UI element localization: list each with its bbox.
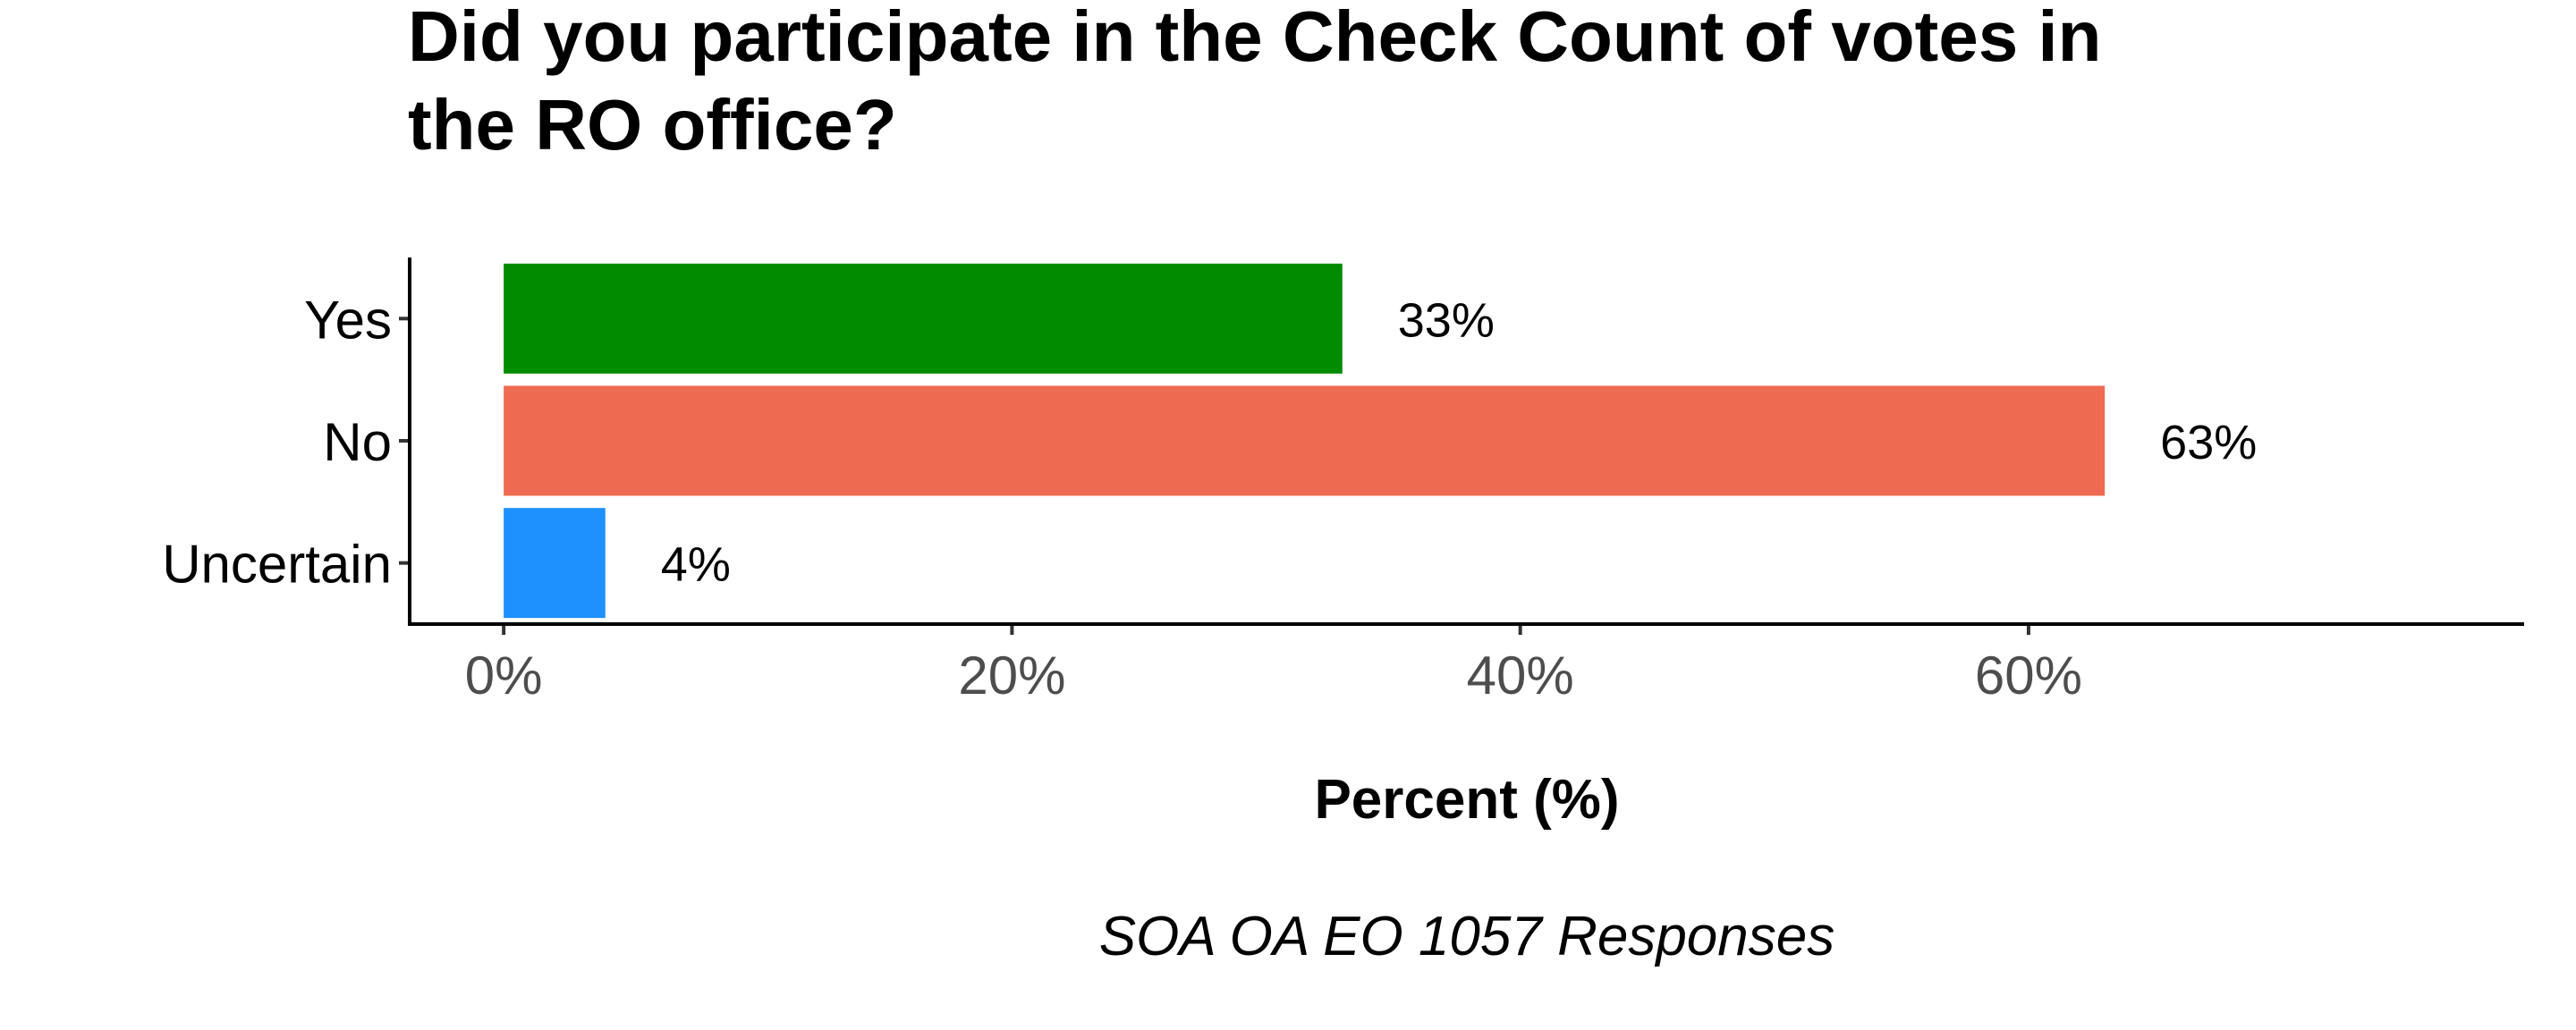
category-label-yes: Yes (304, 290, 392, 350)
value-labels: 33% 63% 4% (661, 293, 2257, 591)
category-label-no: No (323, 412, 392, 472)
bars (504, 263, 2106, 619)
value-label-uncertain: 4% (661, 538, 731, 592)
category-labels: Yes No Uncertain (162, 290, 392, 594)
chart-title-line-1: Did you participate in the Check Count o… (408, 0, 2102, 76)
x-axis-tick-labels: 0% 20% 40% 60% (465, 646, 2082, 705)
category-label-uncertain: Uncertain (162, 535, 392, 595)
bar-uncertain (504, 508, 606, 619)
x-tick-label-40: 40% (1467, 646, 1574, 705)
x-axis-title: Percent (%) (1314, 769, 1619, 831)
value-label-yes: 33% (1398, 293, 1495, 347)
value-label-no: 63% (2160, 416, 2257, 469)
chart-caption: SOA OA EO 1057 Responses (1099, 906, 1835, 967)
x-tick-label-20: 20% (958, 646, 1065, 705)
bar-no (504, 385, 2106, 496)
chart-title-line-2: the RO office? (408, 85, 897, 165)
x-tick-label-60: 60% (1975, 646, 2082, 705)
x-tick-label-0: 0% (465, 646, 543, 705)
bar-yes (504, 263, 1343, 374)
